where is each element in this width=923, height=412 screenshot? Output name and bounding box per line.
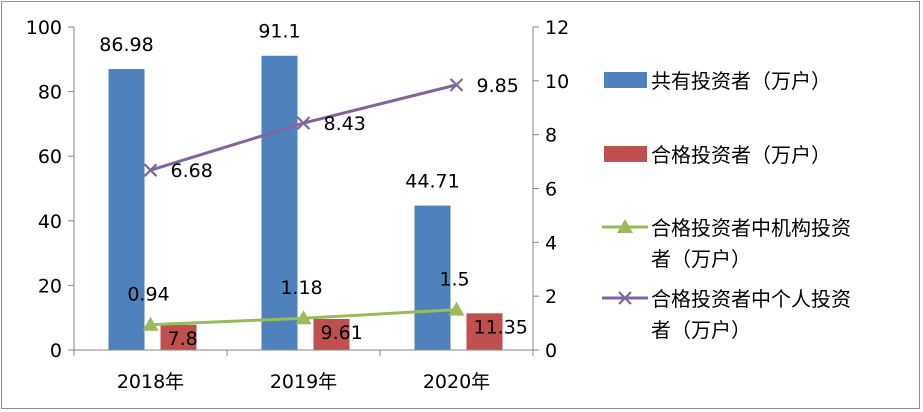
legend-label: 合格投资者（万户） — [651, 143, 831, 167]
x-tick-label: 2018年 — [117, 371, 184, 393]
bar-data-label: 9.61 — [321, 322, 363, 344]
line-point — [143, 163, 158, 177]
right-tick-label: 12 — [545, 17, 569, 39]
line-point — [448, 301, 465, 316]
line-data-label: 8.43 — [324, 113, 366, 135]
bar — [108, 69, 145, 351]
legend-marker — [618, 291, 632, 305]
bar — [160, 324, 197, 350]
line-point — [142, 316, 159, 331]
line-data-label: 0.94 — [127, 284, 169, 306]
left-axis-ticks: 0 20 40 60 80 100 — [26, 17, 74, 362]
line-point — [449, 78, 464, 92]
legend-swatch — [604, 72, 647, 88]
bar — [313, 318, 350, 350]
bar-data-label: 7.8 — [168, 328, 198, 350]
left-tick-label: 0 — [50, 340, 62, 362]
x-tick-label: 2019年 — [270, 371, 337, 393]
bars — [108, 55, 503, 351]
line-data-label: 1.5 — [439, 269, 469, 291]
right-tick-label: 2 — [545, 286, 557, 308]
legend-label: 者（万户） — [651, 247, 751, 271]
bar-data-label: 86.98 — [99, 34, 153, 56]
x-tick-label: 2020年 — [423, 371, 490, 393]
right-axis-ticks: 0 2 4 6 8 10 12 — [533, 17, 569, 362]
bar — [261, 55, 298, 350]
legend-marker — [617, 219, 633, 233]
legend-label: 共有投资者（万户） — [651, 69, 831, 93]
bar-data-label: 44.71 — [405, 171, 459, 193]
left-tick-label: 20 — [38, 275, 62, 297]
left-tick-label: 80 — [38, 82, 62, 104]
x-axis: 2018年 2019年 2020年 — [73, 27, 534, 393]
right-tick-label: 4 — [545, 232, 557, 254]
lines — [142, 78, 465, 331]
line-data-label: 1.18 — [280, 277, 322, 299]
legend-label: 者（万户） — [651, 318, 751, 342]
bar-data-label: 91.1 — [258, 21, 300, 43]
data-labels: 86.98 91.1 44.71 7.8 9.61 11.35 0.94 1.18 1.5 6.6… — [99, 21, 528, 350]
bar — [466, 313, 503, 350]
left-tick-label: 60 — [38, 146, 62, 168]
left-tick-label: 100 — [26, 17, 62, 39]
series-line — [150, 83, 457, 172]
line-point — [296, 116, 311, 130]
right-tick-label: 8 — [545, 125, 557, 147]
bar-data-label: 11.35 — [474, 316, 528, 338]
right-tick-label: 0 — [545, 340, 557, 362]
legend-label: 合格投资者中个人投资 — [651, 287, 851, 311]
bar — [414, 205, 451, 350]
line-data-label: 9.85 — [477, 75, 519, 97]
legend-swatch — [604, 146, 647, 162]
line-data-label: 6.68 — [171, 160, 213, 182]
right-tick-label: 10 — [545, 71, 569, 93]
line-point — [295, 310, 312, 325]
right-tick-label: 6 — [545, 179, 557, 201]
left-tick-label: 40 — [38, 211, 62, 233]
legend-label: 合格投资者中机构投资 — [651, 216, 851, 240]
